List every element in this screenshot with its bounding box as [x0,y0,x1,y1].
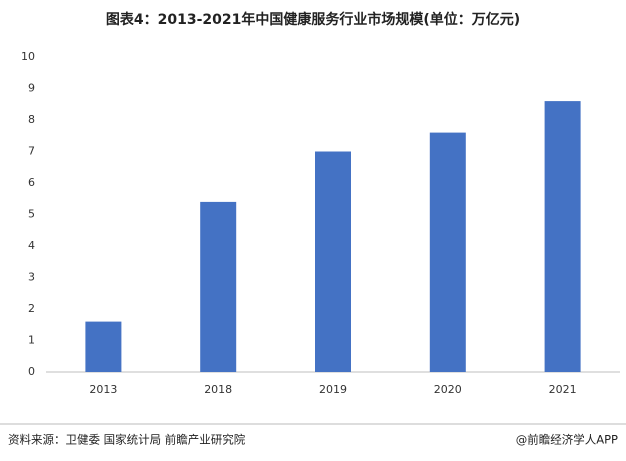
x-tick-label: 2021 [549,383,577,396]
x-tick-label: 2018 [204,383,232,396]
x-tick-label: 2019 [319,383,347,396]
source: 资料来源：卫健委 国家统计局 前瞻产业研究院 [8,433,246,447]
y-tick-label: 10 [21,50,35,63]
y-tick-label: 8 [28,113,35,126]
y-tick-label: 3 [28,271,35,284]
credit: @前瞻经济学人APP [516,433,618,447]
y-tick-label: 9 [28,82,35,95]
y-tick-label: 2 [28,302,35,315]
bar [85,321,122,372]
bar [200,201,237,372]
bar [315,151,351,372]
x-tick-label: 2020 [434,383,462,396]
y-tick-label: 0 [28,365,35,378]
y-tick-label: 1 [28,334,35,347]
y-tick-label: 7 [28,145,35,158]
chart-title: 图表4：2013-2021年中国健康服务行业市场规模(单位：万亿元) [106,11,520,28]
y-tick-label: 5 [28,208,35,221]
y-tick-label: 4 [28,239,35,252]
bar [429,132,466,372]
y-tick-label: 6 [28,176,35,189]
bar [544,101,581,372]
x-tick-label: 2013 [89,383,117,396]
